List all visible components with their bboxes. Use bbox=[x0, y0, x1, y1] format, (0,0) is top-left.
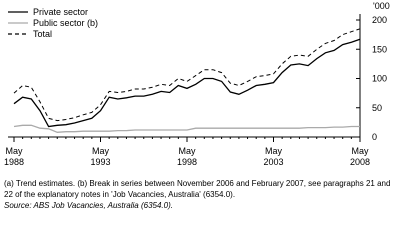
x-tick-label: May 2003 bbox=[263, 146, 283, 167]
legend-label: Total bbox=[33, 29, 52, 39]
x-tick-label: May 1998 bbox=[177, 146, 197, 167]
source: Source: ABS Job Vacancies, Australia (63… bbox=[4, 201, 173, 210]
x-tick-label: May 2008 bbox=[350, 146, 370, 167]
legend-label: Public sector (b) bbox=[33, 18, 98, 28]
y-tick-label: 50 bbox=[372, 103, 382, 113]
legend-label: Private sector bbox=[33, 7, 88, 17]
series-line bbox=[13, 28, 361, 122]
y-tick-label: 200 bbox=[372, 15, 387, 25]
note: (a) Trend estimates. (b) Break in series… bbox=[4, 179, 391, 199]
series-line bbox=[13, 38, 361, 128]
series-line bbox=[13, 124, 360, 133]
footnotes: (a) Trend estimates. (b) Break in series… bbox=[4, 178, 392, 211]
chart: '000 0 50 100 150 200 May 1988 May 1993 May 1998 Ma… bbox=[4, 1, 390, 167]
y-tick-label: 150 bbox=[372, 44, 387, 54]
x-tick-label: May 1993 bbox=[90, 146, 110, 167]
y-tick-label: 0 bbox=[372, 132, 377, 142]
page: {"chart_data": {"type": "line", "y_unit"… bbox=[3, 1, 392, 211]
y-tick-label: 100 bbox=[372, 74, 387, 84]
y-unit: '000 bbox=[373, 1, 390, 11]
x-tick-label: May 1988 bbox=[4, 146, 24, 167]
